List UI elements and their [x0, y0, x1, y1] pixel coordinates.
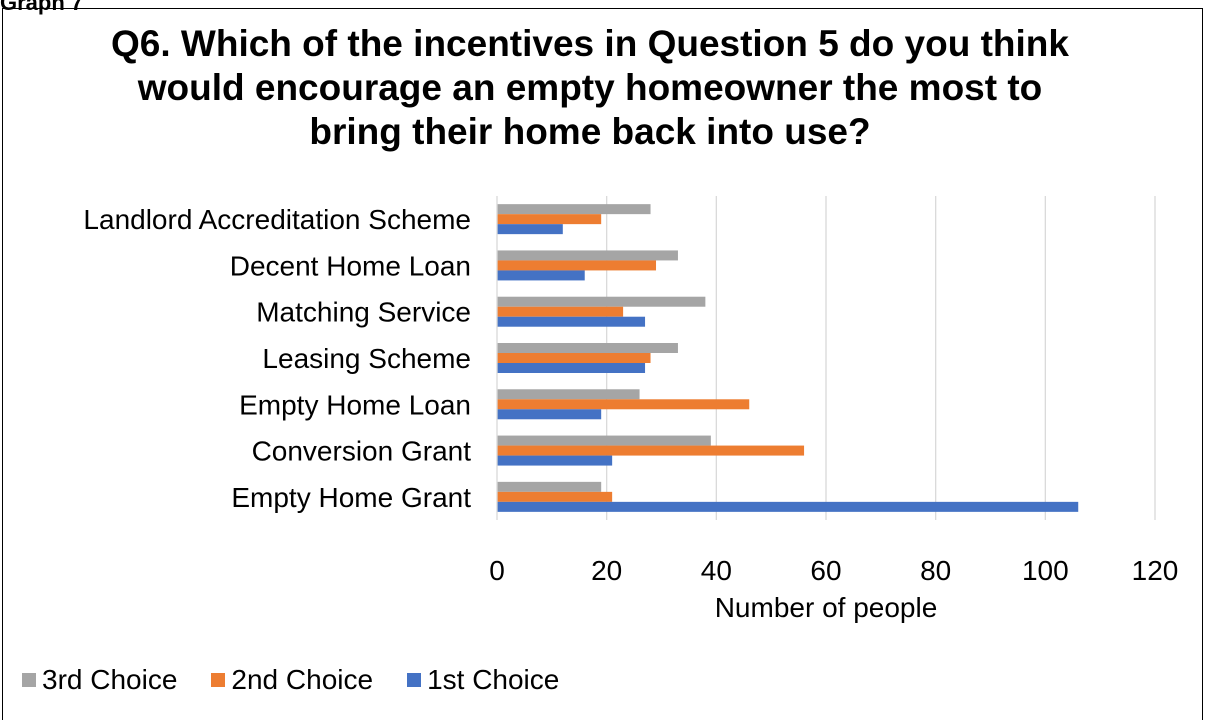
chart-frame	[2, 8, 1203, 720]
x-axis-title: Number of people	[715, 592, 938, 623]
legend: 3rd Choice 2nd Choice 1st Choice	[22, 664, 559, 696]
x-tick-label: 80	[920, 555, 951, 586]
bar-3rd-choice-3	[497, 343, 678, 353]
legend-label-1st: 1st Choice	[427, 664, 560, 695]
legend-swatch-2nd	[211, 673, 226, 687]
bar-1st-choice-2	[497, 316, 646, 327]
category-label: Matching Service	[256, 297, 471, 328]
x-tick-label: 0	[489, 555, 505, 586]
bar-2nd-choice-4	[497, 399, 750, 410]
legend-item-1st: 1st Choice	[407, 664, 559, 696]
bar-3rd-choice-5	[497, 435, 711, 446]
bar-1st-choice-3	[497, 363, 646, 373]
x-tick-label: 60	[810, 555, 841, 586]
legend-swatch-1st	[407, 673, 422, 687]
x-tick-label: 120	[1132, 555, 1179, 586]
bar-3rd-choice-0	[497, 204, 651, 215]
category-label: Empty Home Grant	[231, 482, 471, 513]
category-label: Conversion Grant	[252, 436, 472, 467]
category-label: Landlord Accreditation Scheme	[83, 204, 471, 235]
bar-2nd-choice-2	[497, 306, 624, 317]
legend-item-2nd: 2nd Choice	[211, 664, 373, 696]
legend-label-3rd: 3rd Choice	[42, 664, 178, 695]
bar-2nd-choice-1	[497, 260, 657, 271]
x-tick-label: 40	[701, 555, 732, 586]
bar-1st-choice-5	[497, 455, 613, 466]
category-label: Decent Home Loan	[230, 250, 471, 281]
bar-1st-choice-1	[497, 270, 585, 281]
chart-title: Q6. Which of the incentives in Question …	[111, 23, 1069, 152]
category-label: Empty Home Loan	[239, 389, 471, 420]
bar-3rd-choice-4	[497, 389, 640, 400]
bar-2nd-choice-6	[497, 491, 613, 502]
x-tick-label: 100	[1022, 555, 1069, 586]
x-tick-label: 20	[591, 555, 622, 586]
bar-1st-choice-4	[497, 409, 602, 420]
legend-item-3rd: 3rd Choice	[22, 664, 177, 696]
bar-2nd-choice-0	[497, 214, 602, 225]
bar-1st-choice-6	[497, 501, 1079, 512]
bar-3rd-choice-1	[497, 250, 678, 261]
graph-caption: Graph 7	[0, 0, 84, 15]
bar-2nd-choice-3	[497, 353, 651, 363]
category-label: Leasing Scheme	[262, 343, 471, 374]
legend-label-2nd: 2nd Choice	[231, 664, 374, 695]
bar-3rd-choice-2	[497, 296, 706, 307]
bar-3rd-choice-6	[497, 481, 602, 492]
bar-1st-choice-0	[497, 224, 563, 235]
bar-2nd-choice-5	[497, 445, 805, 456]
legend-swatch-3rd	[22, 673, 36, 687]
